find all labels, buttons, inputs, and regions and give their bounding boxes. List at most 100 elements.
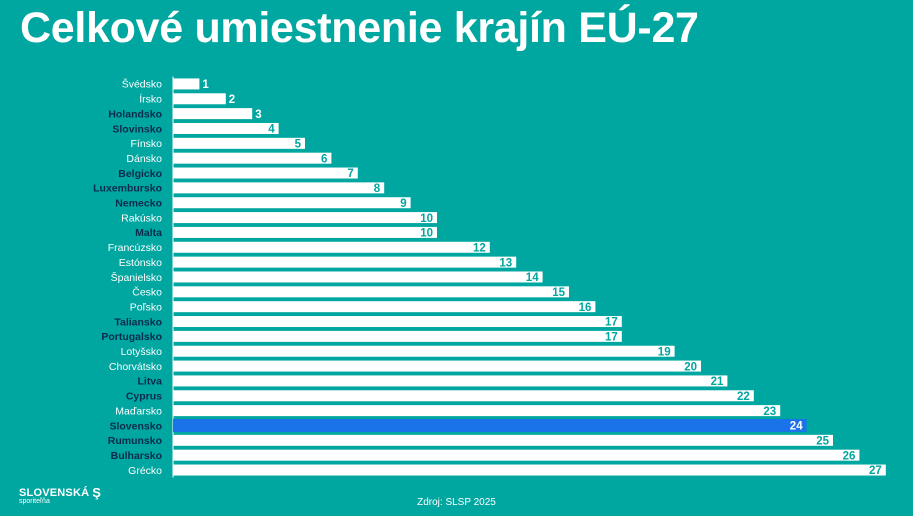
value-label: 15 — [552, 287, 565, 299]
bar-row: Slovinsko 4 — [112, 122, 279, 136]
bar — [173, 375, 728, 387]
logo-mark-icon: Ş — [92, 485, 102, 500]
bar — [173, 286, 569, 298]
bar — [173, 197, 411, 209]
bar-row: Švédsko 1 — [122, 78, 210, 91]
value-label: 5 — [295, 139, 302, 151]
value-label: 3 — [255, 109, 261, 121]
bar-row: Írsko 2 — [139, 93, 235, 106]
category-label: Malta — [135, 227, 162, 239]
category-label: Francúzsko — [108, 242, 162, 254]
bar-row: Luxembursko 8 — [93, 182, 385, 195]
category-label: Estónsko — [119, 257, 162, 269]
bar-row: Portugalsko 17 — [101, 330, 622, 344]
category-label: Chorvátsko — [109, 361, 162, 373]
bar-row: Lotyšsko 19 — [121, 345, 675, 358]
bar-row: Rakúsko 10 — [121, 212, 437, 225]
bar — [173, 434, 833, 446]
category-label: Rakúsko — [121, 212, 162, 224]
bar — [173, 241, 490, 253]
value-label: 17 — [605, 332, 618, 344]
logo: SLOVENSKÁ Ş sporiteľňa — [19, 486, 101, 505]
bar — [173, 137, 305, 149]
bar — [173, 256, 517, 268]
category-label: Maďarsko — [115, 405, 162, 417]
bar-highlight — [173, 418, 807, 432]
value-label: 24 — [790, 421, 803, 433]
value-label: 1 — [202, 79, 209, 91]
bar — [173, 93, 226, 105]
bar-row: Slovensko 24 — [109, 418, 807, 433]
logo-subtitle: sporiteľňa — [19, 498, 50, 505]
category-label: Luxembursko — [93, 183, 162, 195]
bar-row: Estónsko 13 — [119, 256, 517, 269]
value-label: 6 — [321, 153, 327, 165]
category-label: Cyprus — [126, 391, 162, 403]
category-label: Grécko — [128, 465, 162, 477]
value-label: 8 — [374, 183, 381, 195]
value-label: 10 — [420, 213, 433, 225]
bar — [173, 345, 675, 357]
value-label: 13 — [499, 257, 512, 269]
category-label: Poľsko — [130, 301, 162, 313]
bar-row: Maďarsko 23 — [115, 405, 781, 418]
bar — [173, 390, 754, 402]
value-label: 14 — [526, 272, 539, 284]
bar-row: Holandsko 3 — [108, 108, 262, 121]
category-label: Taliansko — [114, 316, 162, 328]
bar-row: Taliansko 17 — [114, 316, 622, 329]
category-label: Rumunsko — [108, 435, 162, 447]
value-label: 17 — [605, 317, 618, 329]
bar — [173, 226, 437, 238]
bar — [173, 330, 622, 342]
category-label: Portugalsko — [101, 331, 162, 343]
bar-row: Španielsko 14 — [111, 271, 543, 284]
value-label: 7 — [347, 168, 353, 180]
category-label: Slovinsko — [112, 123, 162, 135]
value-label: 4 — [268, 124, 275, 136]
bar-row: Malta 10 — [135, 226, 437, 240]
bar — [173, 464, 886, 476]
value-label: 10 — [420, 228, 433, 240]
value-label: 26 — [843, 450, 856, 462]
logo-name: SLOVENSKÁ — [19, 486, 90, 499]
bar-row: Cyprus 22 — [126, 390, 754, 403]
value-label: 22 — [737, 391, 750, 403]
category-label: Litva — [137, 376, 162, 388]
category-label: Belgicko — [118, 168, 162, 180]
category-label: Fínsko — [130, 138, 162, 150]
bar-row: Česko 15 — [132, 286, 569, 299]
value-label: 9 — [400, 198, 406, 210]
bar — [173, 301, 596, 313]
bar-row: Bulharsko 26 — [111, 449, 860, 462]
bar — [173, 122, 279, 134]
bar-row: Grécko 27 — [128, 464, 886, 477]
bar — [173, 405, 781, 417]
value-label: 2 — [229, 94, 235, 106]
bar-row: Belgicko 7 — [118, 167, 358, 180]
value-label: 19 — [658, 346, 671, 358]
value-label: 20 — [684, 361, 697, 373]
category-label: Írsko — [139, 93, 162, 106]
bar — [173, 108, 253, 120]
value-label: 27 — [869, 465, 882, 477]
bar — [173, 316, 622, 328]
source-note: Zdroj: SLSP 2025 — [417, 497, 496, 508]
bar — [173, 212, 437, 224]
category-label: Španielsko — [111, 271, 163, 284]
bar-row: Nemecko 9 — [115, 197, 411, 210]
category-label: Bulharsko — [111, 450, 162, 462]
bar-row: Chorvátsko 20 — [109, 360, 701, 373]
category-label: Slovensko — [109, 420, 162, 432]
category-label: Lotyšsko — [121, 346, 163, 358]
bar-row: Rumunsko 25 — [108, 434, 833, 448]
bar — [173, 360, 701, 372]
bar-row: Litva 21 — [137, 375, 728, 388]
bar-row: Fínsko 5 — [130, 137, 305, 151]
category-label: Česko — [132, 286, 162, 299]
bar — [173, 152, 332, 164]
category-label: Nemecko — [115, 198, 162, 210]
category-label: Švédsko — [122, 78, 162, 91]
value-label: 23 — [763, 406, 776, 418]
